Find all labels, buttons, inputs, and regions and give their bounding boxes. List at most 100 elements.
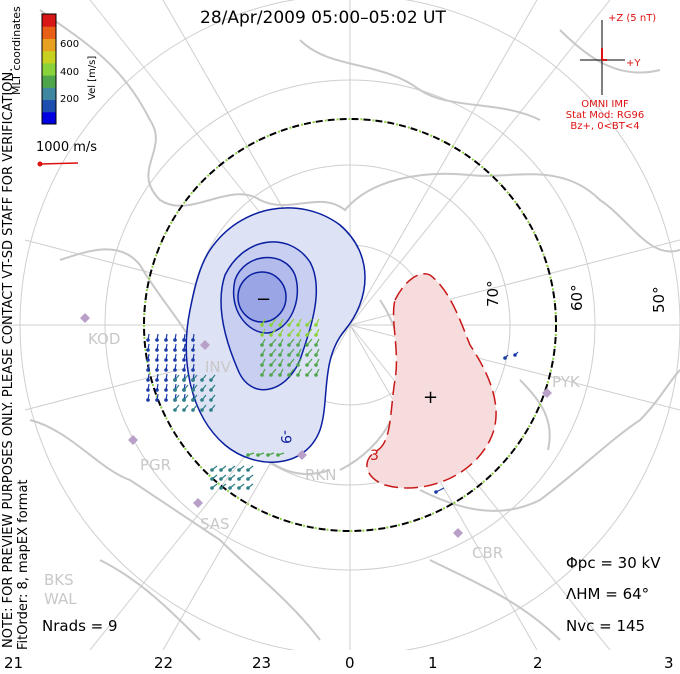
mlt-hour-1: 1 [428, 654, 438, 672]
vector-line [288, 348, 295, 356]
station-rkn: RKN [305, 466, 336, 484]
colorbar-swatch [42, 75, 56, 88]
vector-line [238, 465, 245, 471]
vector-line [306, 318, 313, 326]
station-markers [80, 313, 552, 538]
vector-line [192, 363, 195, 371]
station-kod: KOD [88, 330, 120, 348]
vector-line [174, 353, 177, 361]
vector-line [315, 368, 320, 376]
vector-line [435, 487, 445, 493]
station-wal: WAL [44, 590, 77, 608]
vector-line [297, 358, 302, 366]
vector-line [147, 363, 150, 371]
vector-line [288, 318, 295, 326]
vector-line [211, 474, 218, 480]
vector-line [257, 452, 265, 456]
vector-line [147, 343, 150, 351]
side-note: NOTE: FOR PREVIEW PURPOSES ONLY. PLEASE … [1, 67, 16, 648]
imf-model: Stat Mod: RG96 [565, 110, 645, 121]
vector-line [165, 363, 168, 371]
vector-line [315, 328, 320, 336]
vector-line [306, 328, 313, 336]
vector-line [183, 374, 189, 381]
station-labels: KOD INV PGR RKN SAS PYK CBR BKS WAL [44, 330, 581, 608]
colorbar-swatch [42, 111, 56, 125]
vector-line [174, 363, 177, 371]
reference-vector-label: 1000 m/s [36, 140, 98, 155]
vector-line [279, 328, 284, 336]
station-cbr: CBR [472, 544, 503, 562]
vector-line [165, 333, 168, 341]
vector-line [183, 384, 189, 391]
vector-line [247, 465, 254, 471]
vector-line [261, 338, 266, 346]
station-pgr: PGR [140, 456, 171, 474]
colorbar-swatch [42, 62, 56, 76]
vector-line [192, 374, 198, 381]
vector-line [267, 452, 275, 456]
mlt-hour-23: 23 [252, 654, 272, 672]
coordinate-system: MLT coordinates [10, 6, 23, 95]
colorbar-swatch [42, 87, 56, 101]
station-inv: INV [205, 358, 232, 376]
colorbar-swatch [42, 14, 56, 27]
vector-line [192, 343, 195, 351]
vector-line [220, 474, 227, 480]
vector-line [201, 404, 207, 411]
vector-line [297, 328, 302, 336]
vector-line [288, 328, 295, 336]
vector-line [165, 373, 168, 381]
colorbar-swatch [42, 99, 56, 113]
colorbar-swatch [42, 38, 56, 52]
vector-line [306, 348, 313, 356]
vector-line [220, 465, 227, 471]
vector-line [211, 483, 218, 489]
imf-condition: Bz+, 0<BT<4 [570, 121, 640, 132]
latitude-labels: 70° 60° 50° [484, 280, 668, 313]
vector-line [156, 393, 159, 401]
velocity-vectors [146, 318, 519, 494]
vector-line [288, 338, 295, 346]
station-bks: BKS [44, 571, 74, 589]
vector-line [147, 383, 150, 391]
stat-n-rads: Nrads = 9 [42, 617, 118, 635]
vector-line [270, 328, 277, 336]
vector-line [279, 358, 284, 366]
vector-line [165, 393, 168, 401]
vector-line [288, 368, 295, 376]
vector-line [297, 318, 302, 326]
vector-line [174, 404, 180, 411]
positive-potential-cell [366, 273, 497, 489]
vector-line [247, 483, 254, 489]
lat-label-50: 50° [650, 286, 668, 313]
vector-line [183, 363, 186, 371]
vector-line [288, 358, 295, 366]
stat-n-vc: Nvc = 145 [566, 617, 646, 635]
vector-line [174, 384, 180, 391]
vector-line [210, 374, 216, 381]
vector-line [297, 338, 302, 346]
vector-line [315, 348, 320, 356]
vector-line [270, 338, 277, 346]
vector-line [192, 353, 195, 361]
stat-phi-pc: Φpc = 30 kV [566, 554, 661, 572]
vector-line [279, 338, 284, 346]
lat-label-70: 70° [484, 280, 502, 307]
imf-z-label: +Z (5 nT) [608, 13, 656, 24]
vector-line [279, 348, 284, 356]
negative-potential-cell [185, 207, 366, 463]
colorbar-label: Vel [m/s] [87, 56, 98, 100]
vector-line [229, 474, 236, 480]
vector-line [174, 394, 180, 401]
imf-y-label: +Y [626, 58, 641, 69]
vector-line [261, 368, 266, 376]
vector-line [165, 343, 168, 351]
vector-line [220, 483, 227, 489]
vector-line [192, 394, 198, 401]
vector-line [174, 333, 177, 341]
colorbar-tick-200: 200 [60, 94, 79, 105]
vector-line [183, 343, 186, 351]
vector-line [201, 374, 207, 381]
vector-line [279, 318, 284, 326]
